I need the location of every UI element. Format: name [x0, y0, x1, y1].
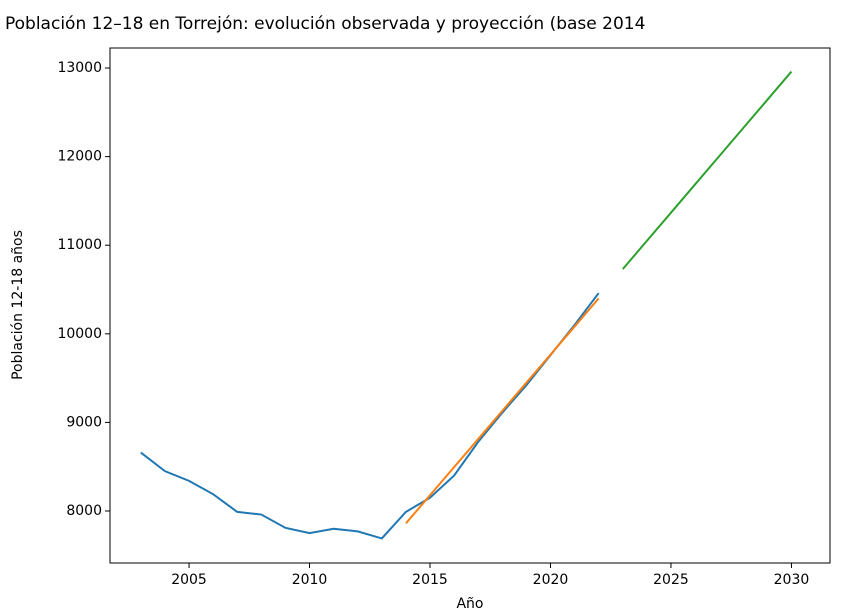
- y-tick-label: 11000: [57, 237, 102, 253]
- x-tick-label: 2020: [533, 572, 569, 588]
- x-tick-label: 2030: [774, 572, 810, 588]
- x-tick-label: 2015: [412, 572, 448, 588]
- y-tick-label: 10000: [57, 326, 102, 342]
- x-tick-label: 2010: [292, 572, 328, 588]
- data-line: [622, 70, 793, 270]
- chart-title: Población 12–18 en Torrejón: evolución o…: [5, 14, 645, 34]
- y-axis-label: Población 12-18 años: [10, 230, 26, 380]
- x-tick-label: 2005: [171, 572, 207, 588]
- y-tick-label: 8000: [66, 503, 102, 519]
- data-line: [140, 292, 600, 540]
- plot-frame: [109, 47, 831, 564]
- y-tick-label: 12000: [57, 149, 102, 165]
- y-tick-label: 13000: [57, 60, 102, 76]
- x-tick-label: 2025: [653, 572, 689, 588]
- y-tick-label: 9000: [66, 414, 102, 430]
- data-line: [405, 297, 600, 525]
- x-axis-label: Año: [456, 596, 483, 612]
